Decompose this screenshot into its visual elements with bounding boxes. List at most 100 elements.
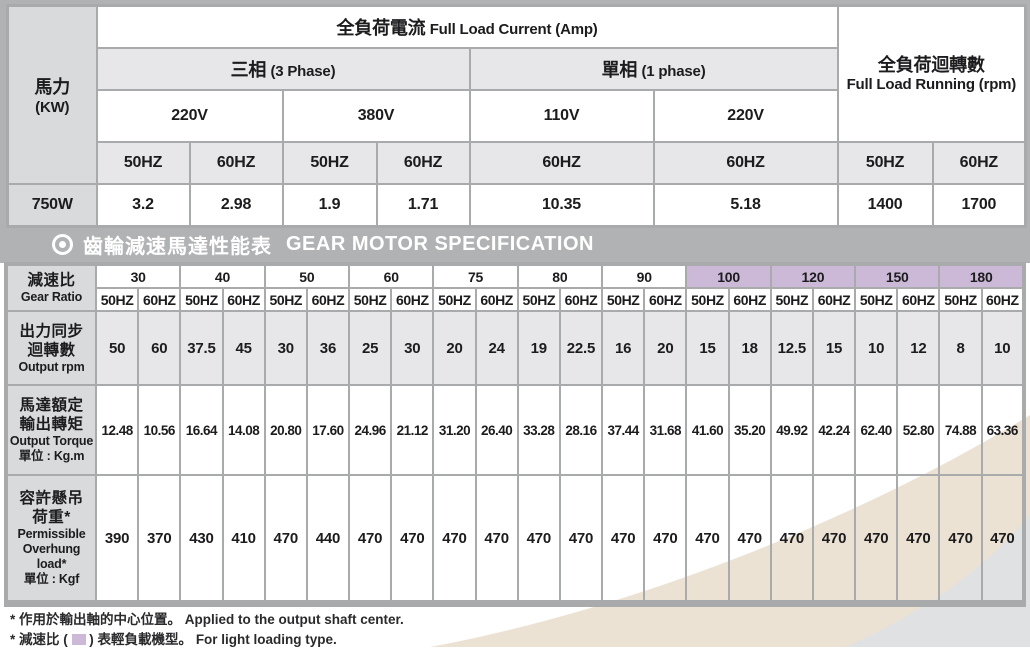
overhung-value: 470 — [516, 474, 561, 605]
footnote1-zh: * 作用於輸出軸的中心位置。 — [10, 612, 182, 627]
hz-cell: 60HZ — [468, 140, 655, 185]
ratio-80: 80 — [516, 263, 604, 289]
overhung-value: 470 — [980, 474, 1026, 605]
single-phase-header: 單相 (1 phase) — [468, 46, 839, 91]
current-value: 5.18 — [652, 182, 839, 228]
current-value: 1.9 — [281, 182, 378, 228]
torque-value: 26.40 — [474, 384, 519, 476]
hz-cell: 60HZ — [980, 287, 1026, 312]
power-header-cell: 馬力 (KW) — [6, 4, 98, 185]
hz-cell: 50HZ — [601, 287, 646, 312]
voltage-380v-3ph: 380V — [281, 88, 471, 143]
current-header-en: Full Load Current (Amp) — [429, 20, 598, 38]
hz-cell: 60HZ — [137, 287, 182, 312]
rpm-value: 10 — [854, 310, 899, 386]
overhung-unit: 單位 : Kgf — [23, 572, 80, 586]
ratio-150-light-load: 150 — [854, 263, 941, 289]
overhung-zh1: 容許懸吊 — [19, 490, 84, 507]
torque-value: 35.20 — [727, 384, 772, 476]
hz-cell: 60HZ — [558, 287, 604, 312]
overhung-en2: Overhung load* — [22, 542, 81, 571]
overhung-value: 470 — [685, 474, 730, 605]
rpm-value: 24 — [474, 310, 519, 386]
single-phase-en: (1 phase) — [641, 62, 706, 80]
rpm-value: 45 — [221, 310, 266, 386]
output-rpm-en: Output rpm — [18, 359, 85, 374]
power-label-en: (KW) — [35, 98, 70, 116]
overhung-value: 470 — [769, 474, 814, 605]
rpm-value: 19 — [516, 310, 561, 386]
torque-value: 52.80 — [896, 384, 941, 476]
torque-value: 49.92 — [769, 384, 814, 476]
hz-cell: 60HZ — [305, 287, 351, 312]
three-phase-header: 三相 (3 Phase) — [95, 46, 471, 91]
full-load-current-table: 馬力 (KW) 全負荷電流 Full Load Current (Amp) 全負… — [6, 4, 1028, 228]
gear-ratio-header-cell: 減速比 Gear Ratio — [5, 263, 97, 312]
overhung-value: 470 — [643, 474, 688, 605]
overhung-value: 470 — [727, 474, 772, 605]
rpm-value: 15 — [811, 310, 857, 386]
gear-ratio-en: Gear Ratio — [20, 290, 83, 304]
rpm-value-60hz: 1700 — [931, 182, 1027, 228]
hz-cell: 60HZ — [643, 287, 688, 312]
hz-cell: 50HZ — [94, 287, 140, 312]
ratio-120-light-load: 120 — [769, 263, 857, 289]
gear-motor-spec-table: 減速比 Gear Ratio 30 40 50 60 75 80 90 100 … — [4, 262, 1026, 607]
current-value: 10.35 — [468, 182, 655, 228]
ratio-60: 60 — [348, 263, 435, 289]
single-phase-zh: 單相 — [601, 59, 638, 80]
gear-ratio-zh: 減速比 — [27, 272, 76, 289]
overhung-value: 470 — [601, 474, 646, 605]
hz-cell: 50HZ — [854, 287, 899, 312]
current-value: 2.98 — [188, 182, 284, 228]
torque-value: 24.96 — [348, 384, 393, 476]
hz-cell: 50HZ — [685, 287, 730, 312]
overhung-value: 470 — [558, 474, 604, 605]
three-phase-zh: 三相 — [230, 59, 267, 80]
footnote2-en: For light loading type. — [195, 632, 337, 647]
overhung-value: 430 — [179, 474, 224, 605]
rpm-value: 12.5 — [769, 310, 814, 386]
overhung-value: 470 — [474, 474, 519, 605]
hz-cell: 60HZ — [188, 140, 284, 185]
hz-cell: 60HZ — [931, 140, 1027, 185]
output-torque-zh1: 馬達額定 — [19, 397, 84, 414]
light-load-color-swatch — [71, 634, 86, 645]
overhung-value: 470 — [896, 474, 941, 605]
hz-cell: 50HZ — [95, 140, 191, 185]
hz-cell: 50HZ — [348, 287, 393, 312]
hz-cell: 50HZ — [281, 140, 378, 185]
ratio-180-light-load: 180 — [938, 263, 1025, 289]
three-phase-en: (3 Phase) — [270, 62, 336, 80]
footnote-light-loading: * 減速比 ( ) 表輕負載機型。 For light loading type… — [10, 630, 404, 650]
hz-cell: 60HZ — [727, 287, 772, 312]
voltage-220v-3ph: 220V — [95, 88, 284, 143]
ratio-30: 30 — [94, 263, 182, 289]
current-value: 1.71 — [375, 182, 471, 228]
ratio-100-light-load: 100 — [685, 263, 772, 289]
torque-value: 21.12 — [390, 384, 435, 476]
rpm-value: 37.5 — [179, 310, 224, 386]
overhung-value: 470 — [348, 474, 393, 605]
torque-value: 41.60 — [685, 384, 730, 476]
rpm-value-50hz: 1400 — [836, 182, 934, 228]
hz-cell: 60HZ — [221, 287, 266, 312]
torque-value: 37.44 — [601, 384, 646, 476]
hz-cell: 60HZ — [474, 287, 519, 312]
rpm-header-zh: 全負荷迴轉數 — [877, 54, 985, 75]
rpm-value: 60 — [137, 310, 182, 386]
overhung-value: 470 — [938, 474, 983, 605]
rpm-value: 10 — [980, 310, 1026, 386]
output-torque-zh2: 輸出轉矩 — [19, 416, 84, 433]
power-value: 750W — [6, 182, 98, 228]
rpm-value: 20 — [643, 310, 688, 386]
torque-value: 20.80 — [263, 384, 308, 476]
rpm-value: 30 — [263, 310, 308, 386]
hz-cell: 50HZ — [179, 287, 224, 312]
current-header-cell: 全負荷電流 Full Load Current (Amp) — [95, 4, 839, 49]
footnote-shaft-center: * 作用於輸出軸的中心位置。 Applied to the output sha… — [10, 610, 404, 630]
voltage-110v-1ph: 110V — [468, 88, 655, 143]
hz-cell: 60HZ — [811, 287, 857, 312]
current-header-zh: 全負荷電流 — [336, 17, 426, 38]
torque-value: 10.56 — [137, 384, 182, 476]
